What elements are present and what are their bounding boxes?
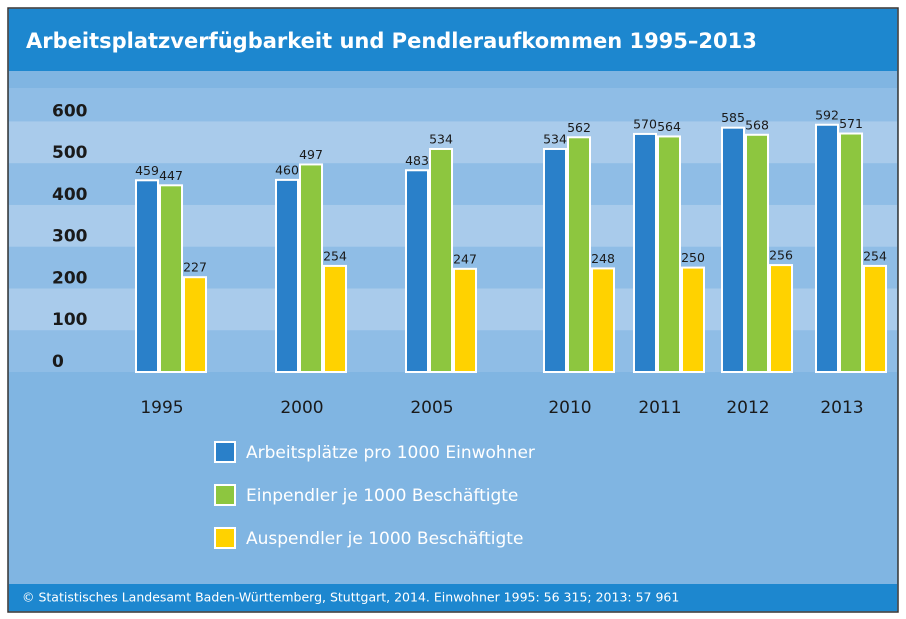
bar [159,184,183,373]
x-tick-label: 2012 [726,398,769,418]
bar [721,126,745,373]
bar [863,264,887,373]
bar [769,264,793,374]
value-label: 460 [275,162,299,177]
value-label: 562 [567,120,591,135]
bar [591,267,615,373]
legend-label: Auspendler je 1000 Beschäftigte [246,529,523,549]
y-tick-label: 300 [52,227,88,247]
value-label: 564 [657,119,681,134]
grid-band [9,88,897,122]
footer-bar [9,584,897,611]
x-tick-label: 2011 [638,398,681,418]
value-label: 254 [323,248,347,263]
bar [745,133,769,373]
value-label: 568 [745,117,769,132]
value-label: 256 [769,248,793,263]
bar [429,147,453,373]
legend-label: Arbeitsplätze pro 1000 Einwohner [246,443,535,463]
legend-label: Einpendler je 1000 Beschäftigte [246,486,518,506]
value-label: 497 [299,147,323,162]
value-label: 459 [135,163,159,178]
value-label: 254 [863,248,887,263]
bar [681,266,705,373]
bar [453,267,477,374]
value-label: 570 [633,116,657,131]
y-tick-label: 200 [52,268,88,288]
bar [567,136,591,373]
bar [633,132,657,373]
value-label: 592 [815,107,839,122]
value-label: 248 [591,251,615,266]
value-label: 483 [405,153,429,168]
title-bar [9,9,897,71]
bar [135,179,159,373]
x-tick-label: 2000 [280,398,323,418]
bar [657,135,681,373]
value-label: 534 [429,131,453,146]
value-label: 447 [159,168,183,183]
bar [299,163,323,373]
value-label: 227 [183,260,207,275]
y-tick-label: 400 [52,185,88,205]
y-tick-label: 600 [52,101,88,121]
bar [323,264,347,373]
bar [815,123,839,373]
y-tick-label: 100 [52,310,88,330]
x-tick-label: 2013 [820,398,863,418]
legend-swatch [214,441,236,463]
bar [839,132,863,373]
y-tick-label: 500 [52,143,88,163]
x-tick-label: 1995 [140,398,183,418]
bar [275,178,299,373]
source: © Statistisches Landesamt Baden-Württemb… [22,590,679,605]
value-label: 571 [839,116,863,131]
value-label: 247 [453,251,477,266]
value-label: 534 [543,131,567,146]
legend-swatch [214,484,236,506]
y-tick-label: 0 [52,352,64,372]
bar [543,147,567,373]
bar [183,276,207,374]
chart-title: Arbeitsplatzverfügbarkeit und Pendlerauf… [26,29,757,53]
bar [405,169,429,373]
legend-swatch [214,527,236,549]
value-label: 250 [681,250,705,265]
x-tick-label: 2005 [410,398,453,418]
x-tick-label: 2010 [548,398,591,418]
value-label: 585 [721,110,745,125]
